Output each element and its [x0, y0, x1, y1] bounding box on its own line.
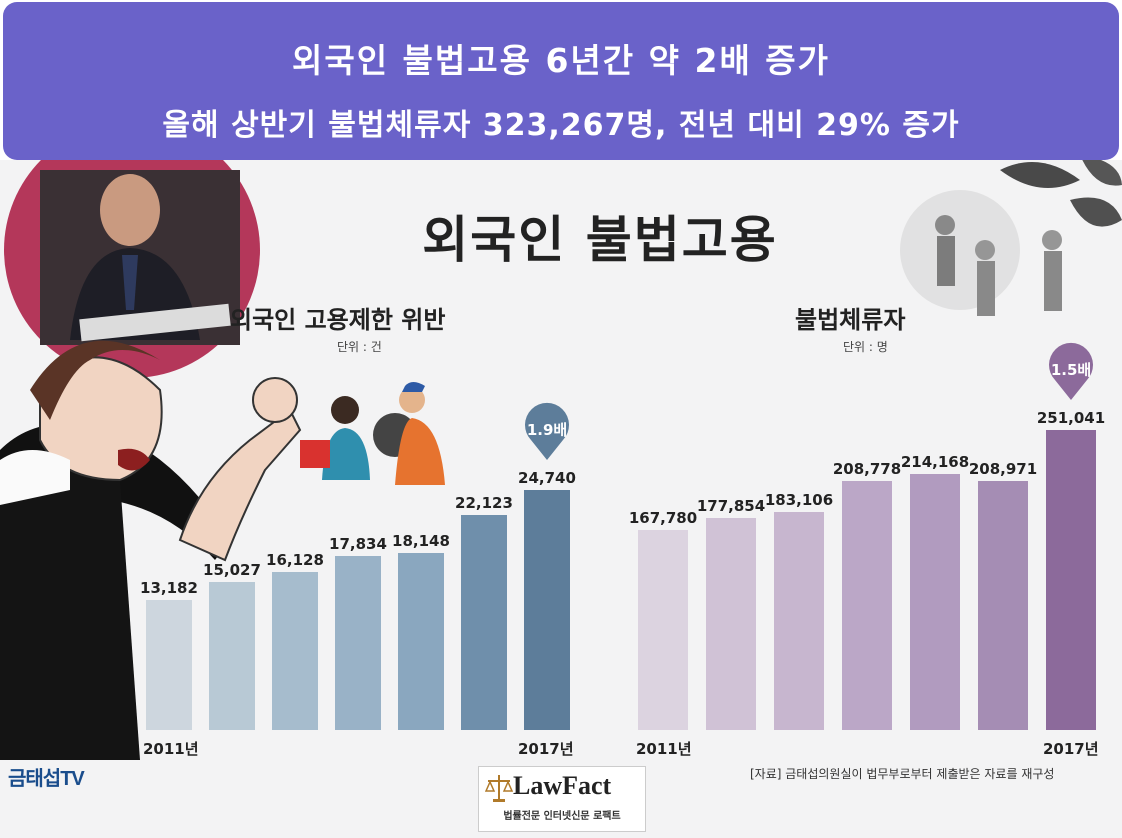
bar-value-label: 208,778	[832, 459, 902, 478]
angry-woman-illustration	[0, 340, 302, 760]
bar-value-label: 251,041	[1036, 409, 1106, 427]
chart-illegal-residents: 불법체류자 단위 : 명 167,780 177,854 183,106 208,77…	[0, 160, 1122, 760]
lawfact-name: LawFact	[513, 771, 612, 800]
bar-value-label: 214,168	[900, 453, 970, 472]
bar-value-label: 18,148	[392, 531, 450, 550]
start-year-label: 2011년	[143, 740, 199, 758]
bar-value-label: 183,106	[764, 490, 834, 509]
bar-value-label: 17,834	[329, 534, 387, 553]
ratio-badge-label: 1.9배	[526, 421, 568, 439]
workers-illustration	[300, 382, 445, 485]
bar	[209, 582, 255, 730]
lawfact-logo: LawFact 법률전문 인터넷신문 로팩트	[478, 766, 646, 832]
bar-value-label: 177,854	[696, 496, 766, 515]
bar-value-label: 15,027	[203, 561, 261, 580]
ratio-badge-pin	[1049, 342, 1093, 400]
lawfact-tagline: 법률전문 인터넷신문 로팩트	[503, 811, 621, 822]
infographic: 외국인 불법고용 외국인 고용제한 위반 단위 : 건 13,182 15,027…	[0, 160, 1122, 838]
bar-value-label: 208,971	[968, 459, 1038, 478]
headline-banner: 외국인 불법고용 6년간 약 2배 증가 올해 상반기 불법체류자 323,26…	[3, 2, 1119, 160]
channel-logo: 금태섭TV	[8, 768, 85, 790]
chart-employment-violations: 외국인 고용제한 위반 단위 : 건 13,182 15,027 16,128 17,…	[0, 160, 580, 760]
bar	[272, 571, 318, 730]
bar	[978, 480, 1028, 730]
start-year-label: 2011년	[636, 740, 692, 758]
ratio-badge-label: 1.5배	[1050, 361, 1092, 379]
silhouette-figures-illustration	[900, 160, 1122, 316]
bar	[335, 555, 381, 730]
infographic-title: 외국인 불법고용	[422, 211, 778, 269]
bar	[1046, 430, 1096, 730]
bar	[842, 480, 892, 730]
headline-line-2: 올해 상반기 불법체류자 323,267명, 전년 대비 29% 증가	[162, 108, 960, 143]
source-note: [자료] 금태섭의원실이 법무부로부터 제출받은 자료를 재구성	[750, 767, 1055, 781]
end-year-label: 2017년	[1043, 740, 1099, 758]
speaker-photo-image	[4, 160, 260, 378]
bar	[524, 490, 570, 730]
headline-line-1: 외국인 불법고용 6년간 약 2배 증가	[291, 41, 831, 80]
chart-title: 불법체류자	[795, 306, 906, 334]
bar-value-label: 167,780	[628, 509, 698, 527]
bar	[774, 511, 824, 730]
bar	[910, 474, 960, 730]
chart-title: 외국인 고용제한 위반	[230, 306, 446, 334]
bar-value-label: 16,128	[266, 550, 324, 569]
unit-label: 단위 : 건	[337, 340, 382, 354]
bar	[398, 552, 444, 730]
ratio-badge-pin	[525, 402, 569, 460]
bar	[706, 517, 756, 730]
decorative-illustrations	[0, 160, 1122, 760]
bar-value-label: 22,123	[455, 493, 513, 512]
unit-label: 단위 : 명	[843, 340, 888, 354]
bar	[146, 600, 192, 730]
scales-icon	[485, 775, 513, 802]
end-year-label: 2017년	[518, 740, 574, 758]
bar	[461, 514, 507, 730]
bar	[638, 530, 688, 730]
bar-value-label: 24,740	[518, 469, 576, 487]
bar-value-label: 13,182	[140, 579, 198, 597]
